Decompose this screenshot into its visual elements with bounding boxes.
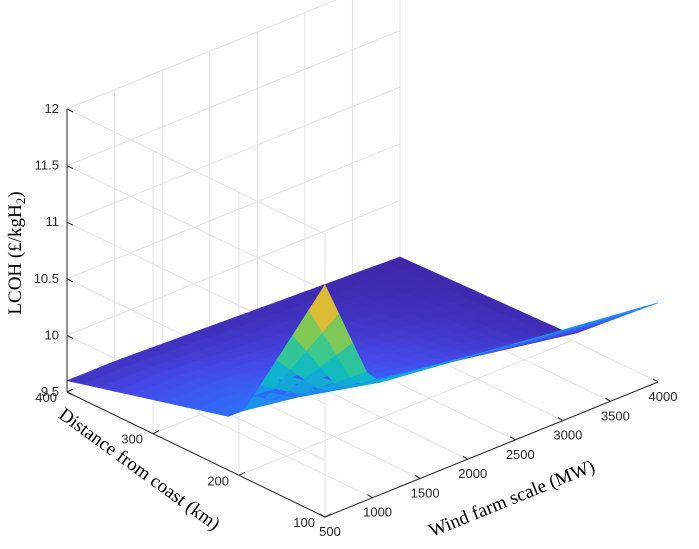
y-tick-label: 200 [207, 473, 229, 488]
x-tick [462, 455, 468, 460]
z-tick-label: 10.5 [34, 271, 59, 286]
x-tick-label: 500 [319, 524, 341, 539]
x-tick-label: 3000 [553, 428, 582, 443]
grid-line [66, 108, 326, 235]
x-tick [605, 397, 611, 402]
y-tick [324, 513, 332, 518]
y-tick [66, 388, 74, 393]
y-tick [152, 430, 160, 435]
z-tick [66, 221, 74, 226]
y-tick-label: 100 [293, 515, 315, 530]
x-tick [652, 378, 659, 383]
surface-plot [65, 256, 659, 417]
x-tick-label: 1500 [411, 485, 440, 500]
z-tick-label: 12 [45, 101, 59, 116]
y-tick-label: 400 [35, 390, 57, 405]
z-tick-label: 11.5 [35, 158, 59, 173]
y-tick [238, 471, 246, 476]
y-axis-label: Distance from coast (km) [55, 404, 224, 535]
y-axis-line [66, 391, 326, 518]
x-tick [557, 417, 564, 422]
grid-line [66, 199, 401, 336]
y-tick-label: 300 [121, 432, 143, 447]
grid-line [66, 0, 338, 110]
x-tick-label: 2500 [506, 447, 535, 462]
x-tick-label: 1000 [363, 505, 392, 520]
grid-line [66, 30, 401, 167]
x-tick [510, 436, 516, 441]
z-tick [66, 391, 74, 396]
grid-line [238, 339, 573, 476]
x-tick-label: 4000 [649, 389, 678, 404]
z-tick-labels: 9.5 10 10.5 11 11.5 12 [34, 101, 74, 399]
z-tick [66, 278, 74, 283]
z-tick-label: 9.5 [41, 384, 59, 399]
z-axis-label: LCOH (£/kgH2) [5, 191, 28, 314]
z-tick [66, 108, 74, 113]
grid-line [66, 143, 401, 280]
x-axis-label: Wind farm scale (MW) [426, 456, 598, 542]
grid-line [66, 165, 326, 292]
grid-line [66, 86, 401, 223]
z-tick [66, 165, 74, 170]
surface-patch [627, 302, 659, 313]
x-tick-labels: 500 1000 1500 2000 2500 3000 3500 4000 [319, 378, 678, 539]
x-tick [367, 494, 373, 499]
axes [66, 109, 659, 518]
x-tick-label: 3500 [601, 408, 630, 423]
x-axis-line [324, 381, 659, 518]
z-tick-label: 11 [46, 214, 60, 229]
y-tick-labels: 100 200 300 400 [35, 388, 332, 530]
z-tick-label: 10 [45, 327, 59, 342]
x-tick-label: 2000 [458, 466, 487, 481]
x-tick [319, 513, 326, 518]
x-tick [414, 474, 421, 479]
z-tick [66, 334, 74, 339]
